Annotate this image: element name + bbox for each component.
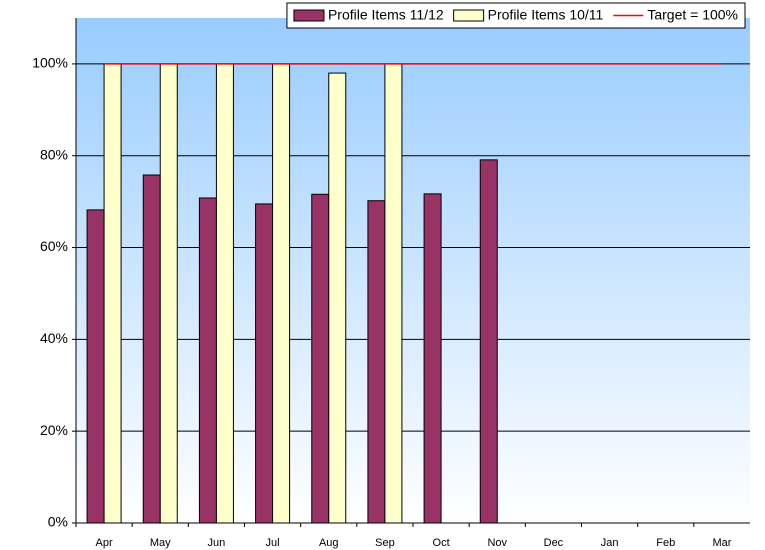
- y-tick-label: 80%: [40, 146, 68, 162]
- bar: [215, 63, 234, 524]
- y-tick-label: 20%: [40, 422, 68, 438]
- x-tick-label: Jun: [208, 537, 226, 549]
- legend-label: Target = 100%: [647, 7, 738, 23]
- bar: [423, 193, 442, 524]
- bar: [159, 63, 178, 524]
- x-tick-label: Jan: [601, 537, 619, 549]
- bar: [86, 209, 105, 524]
- bar: [255, 203, 274, 524]
- y-tick-label: 100%: [32, 55, 68, 71]
- x-tick-label: Mar: [712, 537, 731, 549]
- x-tick-label: Nov: [487, 537, 507, 549]
- x-tick-label: Jul: [266, 537, 280, 549]
- y-tick-label: 40%: [40, 330, 68, 346]
- y-tick-label: 60%: [40, 238, 68, 254]
- x-tick-label: Sep: [375, 537, 395, 549]
- legend-swatch: [453, 9, 485, 22]
- x-tick-label: Feb: [656, 537, 675, 549]
- legend-label: Profile Items 11/12: [328, 7, 444, 23]
- bar: [479, 159, 498, 524]
- legend-box: [286, 2, 746, 29]
- y-tick-label: 0%: [48, 514, 68, 530]
- bar: [142, 174, 161, 524]
- bar: [272, 63, 291, 524]
- x-tick-label: Apr: [96, 537, 113, 549]
- bar: [367, 200, 386, 524]
- legend-swatch: [293, 9, 325, 22]
- bar: [198, 197, 217, 524]
- bar: [328, 72, 347, 524]
- bar: [311, 193, 330, 524]
- bar: [384, 63, 403, 524]
- x-tick-label: May: [150, 537, 171, 549]
- plot-area: [76, 18, 750, 523]
- x-tick-label: Aug: [319, 537, 339, 549]
- legend-label: Profile Items 10/11: [488, 7, 604, 23]
- bar: [103, 63, 122, 524]
- x-tick-label: Dec: [544, 537, 564, 549]
- x-tick-label: Oct: [433, 537, 450, 549]
